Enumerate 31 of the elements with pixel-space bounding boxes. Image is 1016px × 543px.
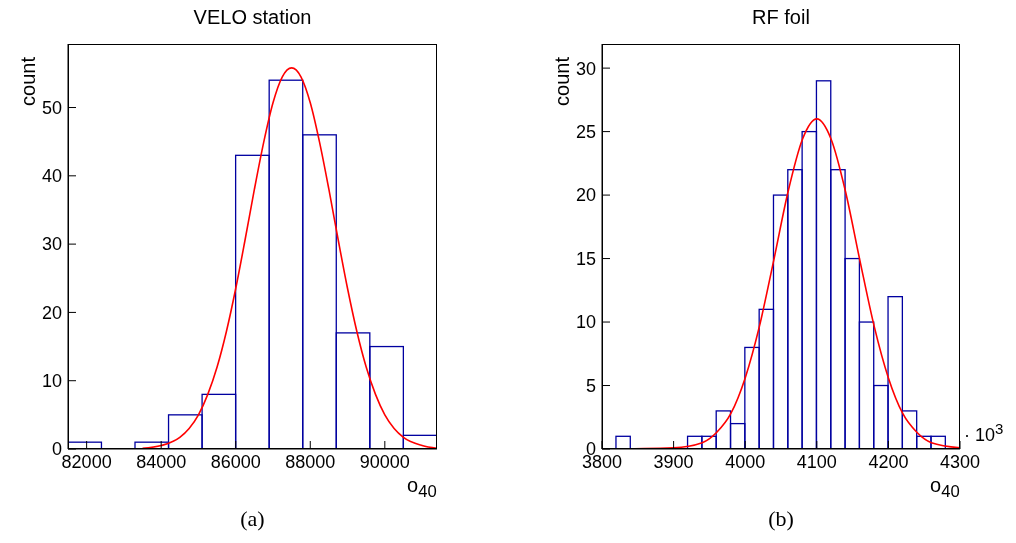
x-tick-label: 90000 (359, 451, 410, 472)
x-tick-label: 4200 (868, 451, 909, 472)
y-tick-label: 10 (41, 371, 62, 392)
x-tick-label: 4100 (796, 451, 837, 472)
x-axis-title: o$_{40}$ (930, 474, 960, 502)
y-tick-label: 0 (51, 439, 62, 460)
x-tick-label: 4000 (725, 451, 766, 472)
text: (b) (767, 506, 795, 532)
text: · 10$^{3}$ (964, 420, 1004, 446)
y-tick-label: 30 (41, 234, 62, 255)
y-axis-title: count (550, 56, 574, 108)
y-tick-label: 15 (575, 248, 596, 269)
y-tick-label: 5 (585, 375, 596, 396)
x-tick-label: 3900 (653, 451, 694, 472)
y-tick-label: 20 (41, 302, 62, 323)
text: (a) (239, 506, 266, 532)
x-tick-label: 4300 (939, 451, 981, 472)
chart-title: RF foil (751, 6, 811, 29)
x-tick-label: 88000 (285, 451, 336, 472)
x-axis-title: o$_{40}$ (407, 474, 437, 502)
y-tick-label: 25 (575, 121, 596, 142)
chart-title: VELO station (192, 6, 313, 29)
x-tick-label: 86000 (210, 451, 261, 472)
y-tick-label: 20 (575, 185, 596, 206)
y-axis-title: count (16, 56, 40, 108)
y-tick-label: 10 (575, 312, 596, 333)
y-tick-label: 40 (41, 166, 62, 187)
y-tick-label: 50 (41, 97, 62, 118)
x-tick-label: 84000 (136, 451, 187, 472)
x-tick-label: 82000 (61, 451, 112, 472)
y-tick-label: 30 (575, 58, 596, 79)
